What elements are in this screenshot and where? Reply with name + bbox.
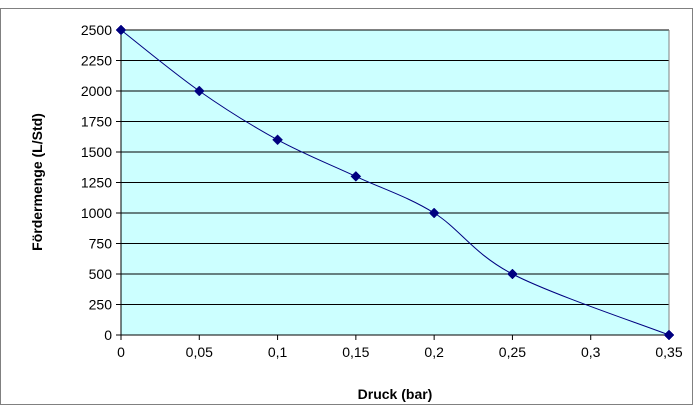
x-axis-title: Druck (bar)	[358, 386, 433, 402]
y-axis-ticks: 0 250 500 750 1000 1250 1500 1750 2000 2250 2500	[81, 22, 121, 343]
y-tick-label: 750	[89, 236, 113, 252]
y-tick-label: 1500	[81, 144, 112, 160]
x-tick-label: 0,05	[186, 344, 213, 360]
gridlines	[121, 29, 669, 305]
x-tick-label: 0	[117, 344, 125, 360]
data-point-marker	[115, 24, 127, 36]
y-tick-label: 1750	[81, 114, 112, 130]
x-tick-label: 0,35	[655, 344, 682, 360]
data-point-marker	[507, 268, 518, 280]
data-point-marker	[663, 329, 675, 341]
y-tick-label: 500	[89, 266, 113, 282]
y-tick-label: 2250	[81, 53, 112, 69]
data-point-marker	[350, 171, 362, 182]
y-tick-label: 0	[104, 327, 112, 343]
data-point-marker	[193, 85, 205, 97]
y-tick-label: 1250	[81, 175, 112, 191]
y-axis-title: Fördermenge (L/Std)	[29, 113, 45, 251]
x-tick-label: 0,3	[581, 344, 601, 360]
x-tick-label: 0,25	[499, 344, 526, 360]
y-tick-label: 250	[89, 297, 113, 313]
y-tick-label: 2000	[81, 83, 112, 99]
x-tick-label: 0,15	[342, 344, 369, 360]
y-tick-label: 1000	[81, 205, 112, 221]
x-tick-label: 0,2	[424, 344, 444, 360]
y-tick-label: 2500	[81, 22, 112, 38]
data-point-marker	[428, 207, 440, 219]
series-markers	[115, 24, 675, 341]
data-point-marker	[272, 134, 283, 146]
x-axis-ticks: 0 0,05 0,1 0,15 0,2 0,25 0,3 0,35	[117, 335, 683, 360]
x-tick-label: 0,1	[268, 344, 288, 360]
